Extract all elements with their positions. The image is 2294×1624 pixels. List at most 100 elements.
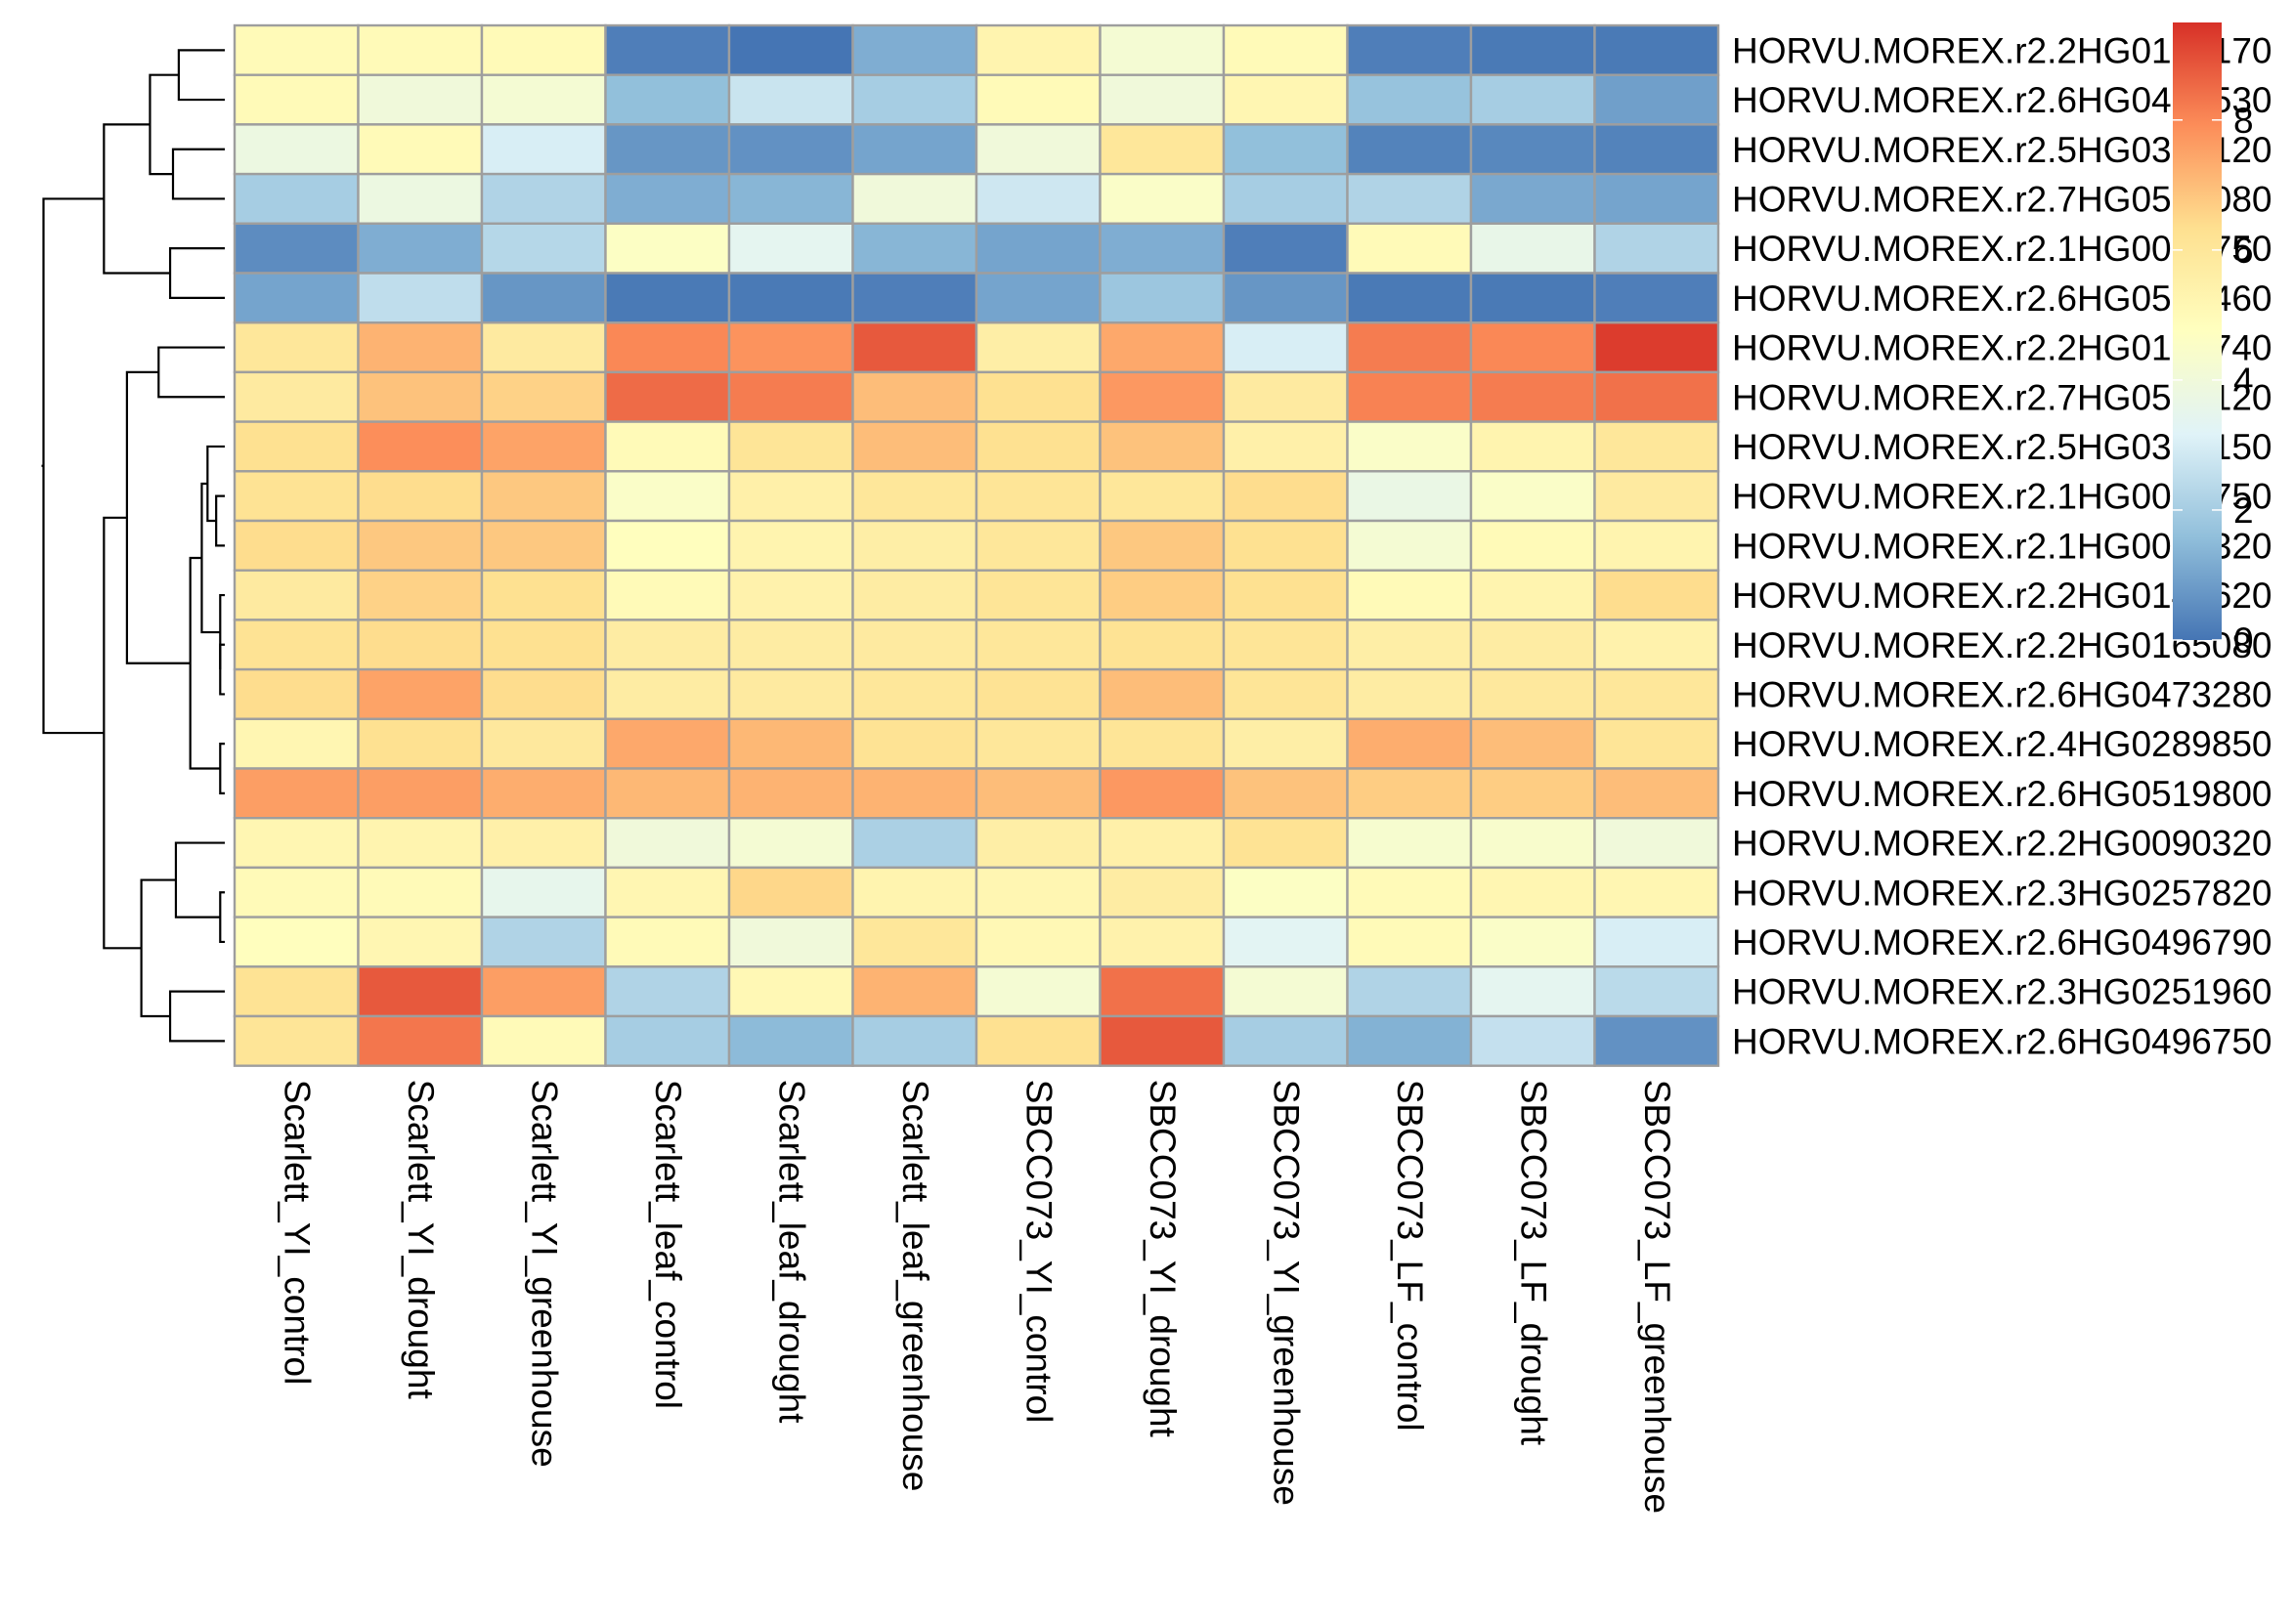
heatmap-cell [1469,817,1596,870]
column-label: SBCC073_LF_greenhouse [1637,1080,1677,1514]
dendrogram-branch [103,123,171,275]
heatmap-cell [851,321,978,374]
heatmap-cell [604,916,731,968]
heatmap-cell [1099,717,1226,770]
heatmap-cell [1099,470,1226,523]
heatmap-cell [357,23,484,76]
heatmap-cell [1469,222,1596,275]
heatmap-cell [1222,23,1349,76]
heatmap-cell [1346,866,1473,919]
heatmap-cell [1099,420,1226,473]
row-label: HORVU.MOREX.r2.3HG0251960 [1732,972,2272,1012]
heatmap-cell [851,370,978,423]
heatmap-cell [727,172,854,226]
heatmap-cell [974,222,1102,275]
dendrogram-branch [219,743,225,794]
heatmap-cell [604,370,731,423]
heatmap-cell [727,470,854,523]
heatmap-cell [1099,667,1226,720]
heatmap-cell [357,321,484,374]
heatmap-cell [727,667,854,720]
heatmap-cell [727,123,854,176]
heatmap-cell [480,23,607,76]
heatmap-cell [974,619,1102,671]
dendrogram-branch [219,593,225,670]
heatmap-cell [1593,667,1720,720]
heatmap-cell [851,569,978,621]
heatmap-cell [480,272,607,324]
heatmap-cell [1222,667,1349,720]
heatmap-cell [727,321,854,374]
heatmap-cell [727,866,854,919]
heatmap-cell [1469,370,1596,423]
heatmap-cell [1469,866,1596,919]
heatmap-cell [974,272,1102,324]
heatmap-cell [604,817,731,870]
heatmap-cell [1099,123,1226,176]
heatmap-cell [1346,123,1473,176]
heatmap-cell [604,272,731,324]
heatmap-cell [480,916,607,968]
heatmap-cell [851,23,978,76]
heatmap-cell [1346,23,1473,76]
heatmap-cell [1469,470,1596,523]
row-label: HORVU.MOREX.r2.6HG0496790 [1732,922,2272,962]
heatmap-cell [1222,420,1349,473]
heatmap-cell [1346,619,1473,671]
heatmap-cell [1593,272,1720,324]
heatmap-cell [233,172,360,226]
heatmap-cell [1222,222,1349,275]
colorbar-tick-label: 2 [2233,491,2254,531]
heatmap-cell [1222,470,1349,523]
heatmap-cell [727,519,854,572]
heatmap-cell [357,667,484,720]
dendrogram-branch [103,516,142,950]
heatmap-cell [1099,619,1226,671]
heatmap-cell [1222,73,1349,126]
heatmap-cell [727,965,854,1018]
heatmap-cell [851,470,978,523]
heatmap-cell [1099,23,1226,76]
heatmap-cell [851,519,978,572]
heatmap-cell [1346,370,1473,423]
heatmap-cell [1469,519,1596,572]
dendrogram-branch [168,247,225,299]
heatmap-cell [604,767,731,820]
dendrogram-branch [125,370,191,664]
heatmap-cell [357,123,484,176]
heatmap-cell [1593,1014,1720,1067]
heatmap-cell [480,866,607,919]
heatmap-cell [1593,866,1720,919]
column-label: Scarlett_YI_greenhouse [524,1080,564,1468]
column-label: Scarlett_leaf_drought [771,1080,811,1424]
heatmap-cell [727,222,854,275]
heatmap-cell [974,767,1102,820]
heatmap-cell [851,717,978,770]
heatmap-cell [480,667,607,720]
heatmap-cell [480,172,607,226]
heatmap-cell [974,569,1102,621]
heatmap-cell [1099,321,1226,374]
heatmap-cell [1222,1014,1349,1067]
heatmap-cell [1099,370,1226,423]
heatmap-cell [1099,1014,1226,1067]
heatmap-cell [727,767,854,820]
heatmap-cell [233,321,360,374]
heatmap-cell [604,667,731,720]
heatmap-cell [974,73,1102,126]
heatmap-cell [1469,73,1596,126]
heatmap-cell [233,73,360,126]
heatmap-cell [974,23,1102,76]
heatmap-cell [1099,569,1226,621]
dendrogram-branch [149,73,179,176]
heatmap-cell [727,73,854,126]
heatmap-cell [851,123,978,176]
heatmap-cell [233,370,360,423]
heatmap-cell [974,717,1102,770]
heatmap-cell [1222,866,1349,919]
heatmap-cell [1346,965,1473,1018]
heatmap-cell [1469,569,1596,621]
heatmap-cell [1346,172,1473,226]
heatmap-cell [1469,420,1596,473]
heatmap-cell [357,619,484,671]
